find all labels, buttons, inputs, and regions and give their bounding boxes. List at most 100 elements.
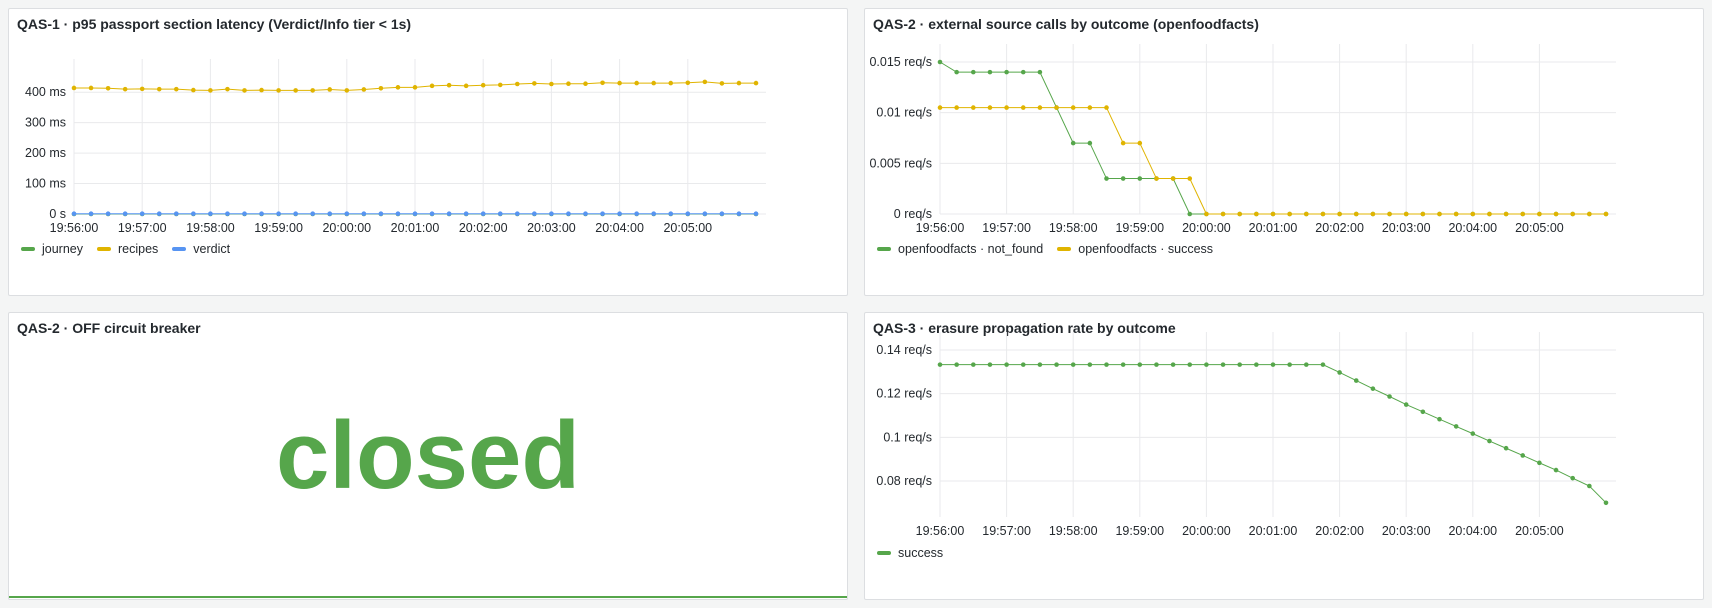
data-point[interactable] (1004, 69, 1009, 75)
data-point[interactable] (1087, 140, 1093, 146)
data-point[interactable] (1204, 362, 1209, 367)
data-point[interactable] (361, 87, 367, 92)
data-point[interactable] (1270, 362, 1276, 367)
data-point[interactable] (293, 88, 298, 93)
data-point[interactable] (719, 81, 725, 86)
data-point[interactable] (1004, 105, 1009, 110)
data-point[interactable] (937, 105, 943, 110)
data-point[interactable] (412, 85, 418, 90)
data-point[interactable] (1487, 211, 1492, 217)
data-point[interactable] (954, 69, 959, 75)
panel-title[interactable]: QAS-2 · external source calls by outcome… (873, 16, 1259, 32)
data-point[interactable] (122, 211, 128, 216)
data-point[interactable] (753, 80, 759, 86)
data-point[interactable] (651, 80, 656, 86)
data-point[interactable] (1470, 431, 1476, 436)
data-point[interactable] (1137, 176, 1143, 181)
data-point[interactable] (702, 79, 708, 85)
data-point[interactable] (1137, 362, 1143, 367)
data-point[interactable] (191, 87, 196, 93)
data-point[interactable] (1603, 211, 1609, 217)
data-point[interactable] (971, 105, 976, 110)
data-point[interactable] (378, 211, 384, 216)
data-point[interactable] (1237, 362, 1242, 367)
data-point[interactable] (242, 88, 247, 93)
data-point[interactable] (685, 211, 691, 216)
data-point[interactable] (1120, 140, 1126, 146)
data-point[interactable] (1437, 211, 1442, 217)
data-point[interactable] (971, 69, 976, 75)
data-point[interactable] (1304, 211, 1309, 217)
data-point[interactable] (753, 211, 759, 216)
data-point[interactable] (1553, 211, 1559, 217)
data-point[interactable] (1037, 105, 1043, 110)
data-point[interactable] (1337, 370, 1342, 375)
data-point[interactable] (1187, 176, 1193, 181)
data-point[interactable] (1187, 362, 1193, 367)
data-point[interactable] (1520, 211, 1526, 217)
data-point[interactable] (327, 211, 333, 216)
data-point[interactable] (293, 211, 298, 216)
data-point[interactable] (1220, 211, 1226, 217)
data-point[interactable] (327, 87, 333, 92)
data-point[interactable] (310, 88, 316, 93)
data-point[interactable] (954, 362, 959, 367)
data-point[interactable] (1403, 402, 1409, 407)
data-point[interactable] (1320, 362, 1326, 367)
data-point[interactable] (1537, 211, 1542, 217)
data-point[interactable] (310, 211, 316, 216)
data-point[interactable] (617, 211, 622, 216)
data-point[interactable] (971, 362, 976, 367)
data-point[interactable] (242, 211, 247, 216)
data-point[interactable] (225, 86, 230, 92)
data-point[interactable] (88, 85, 94, 91)
data-point[interactable] (702, 211, 708, 216)
data-point[interactable] (378, 85, 384, 91)
data-point[interactable] (532, 81, 537, 86)
data-point[interactable] (1353, 378, 1359, 383)
data-point[interactable] (515, 81, 520, 87)
data-point[interactable] (361, 211, 367, 216)
data-point[interactable] (1104, 105, 1109, 110)
data-point[interactable] (497, 82, 503, 88)
data-point[interactable] (1387, 394, 1392, 399)
data-point[interactable] (937, 362, 943, 367)
data-point[interactable] (225, 211, 230, 216)
data-point[interactable] (685, 80, 691, 86)
data-point[interactable] (1237, 211, 1242, 217)
panel-title[interactable]: QAS-1 · p95 passport section latency (Ve… (17, 16, 412, 32)
data-point[interactable] (208, 88, 213, 93)
data-point[interactable] (446, 211, 452, 216)
data-point[interactable] (1570, 211, 1575, 217)
data-point[interactable] (1287, 362, 1292, 367)
data-point[interactable] (429, 83, 435, 89)
data-point[interactable] (1087, 362, 1093, 367)
data-point[interactable] (1487, 438, 1492, 444)
data-point[interactable] (1020, 362, 1026, 367)
data-point[interactable] (1553, 467, 1559, 473)
data-point[interactable] (1037, 69, 1043, 75)
latency-chart[interactable]: 0 s 100 ms 200 ms 300 ms 400 ms 19:56:00 19:57… (9, 9, 848, 296)
data-point[interactable] (259, 87, 264, 93)
data-point[interactable] (1054, 105, 1059, 110)
data-point[interactable] (583, 81, 588, 86)
data-point[interactable] (463, 211, 469, 216)
data-point[interactable] (1087, 105, 1093, 110)
data-point[interactable] (1004, 362, 1009, 367)
data-point[interactable] (174, 86, 179, 92)
data-point[interactable] (1370, 211, 1376, 217)
data-point[interactable] (736, 80, 742, 86)
data-point[interactable] (71, 211, 77, 216)
legend-item[interactable]: verdict (172, 242, 230, 256)
data-point[interactable] (1187, 211, 1193, 217)
data-point[interactable] (1370, 386, 1376, 391)
data-point[interactable] (1120, 362, 1126, 367)
data-point[interactable] (276, 211, 281, 216)
data-point[interactable] (617, 80, 622, 86)
data-point[interactable] (105, 211, 111, 216)
data-point[interactable] (1287, 211, 1292, 217)
data-point[interactable] (668, 211, 674, 216)
data-point[interactable] (139, 86, 145, 92)
data-point[interactable] (1587, 211, 1592, 217)
data-point[interactable] (1170, 362, 1176, 367)
